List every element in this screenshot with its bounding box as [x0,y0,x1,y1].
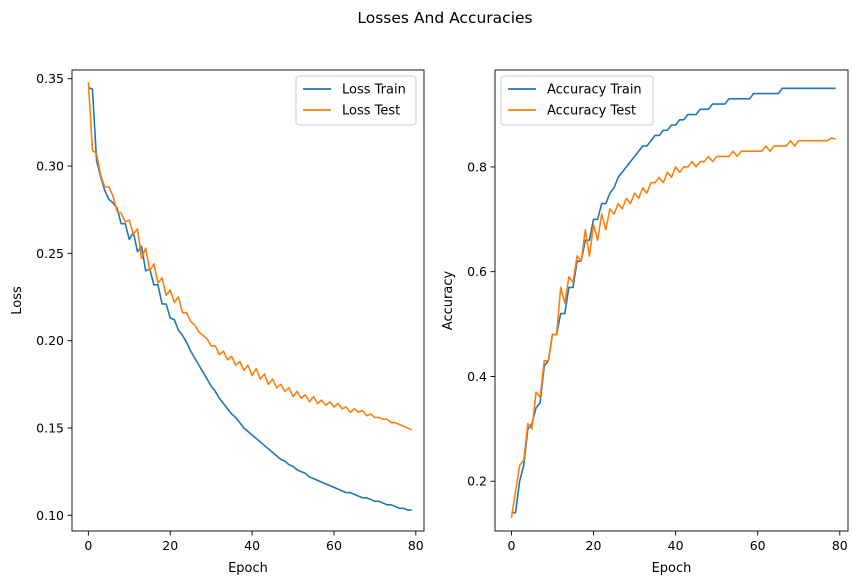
legend-label: Loss Train [342,83,406,98]
series-line-loss-test [87,82,413,431]
x-tick-label: 20 [162,538,178,553]
y-tick-label: 0.15 [36,420,64,435]
x-tick-label: 40 [668,538,684,553]
x-tick-label: 80 [408,538,424,553]
y-axis-label: Loss [10,286,25,315]
y-tick-label: 0.35 [36,71,64,86]
y-axis-label: Accuracy [441,271,456,331]
y-tick-label: 0.2 [467,474,487,489]
legend: Loss Train Loss Test [295,75,417,126]
y-tick-label: 0.30 [36,159,64,174]
y-tick-label: 0.8 [467,159,487,174]
y-tick-label: 0.10 [36,508,64,523]
plot-frame [494,69,849,532]
legend: Accuracy Train Accuracy Test [500,75,654,126]
legend-label: Accuracy Test [547,104,636,119]
y-tick-label: 0.6 [467,264,487,279]
x-tick-label: 20 [586,538,602,553]
x-tick-label: 60 [326,538,342,553]
x-tick-label: 80 [832,538,848,553]
legend-label: Loss Test [342,104,400,119]
series-line-accuracy-test [510,137,836,519]
x-tick-label: 60 [750,538,766,553]
loss-chart: 0 20 40 60 80 0.10 0.15 0.20 0.25 0.30 0.35 Epoch Lo… [10,69,425,576]
y-tick-label: 0.20 [36,333,64,348]
accuracy-chart: 0 20 40 60 80 0.2 0.4 0.6 0.8 Epoch Accuracy Accura… [441,69,849,576]
series-line-loss-train [88,86,412,511]
legend-box [500,75,654,126]
x-tick-label: 0 [84,538,92,553]
x-tick-label: 40 [244,538,260,553]
plot-frame [71,69,425,532]
legend-label: Accuracy Train [547,83,642,98]
x-tick-label: 0 [507,538,515,553]
x-axis-label: Epoch [652,561,692,576]
y-tick-label: 0.4 [467,369,487,384]
y-tick-label: 0.25 [36,246,64,261]
figure-title: Losses And Accuracies [357,9,532,27]
x-axis-label: Epoch [228,561,268,576]
series-line-accuracy-train [511,87,836,514]
